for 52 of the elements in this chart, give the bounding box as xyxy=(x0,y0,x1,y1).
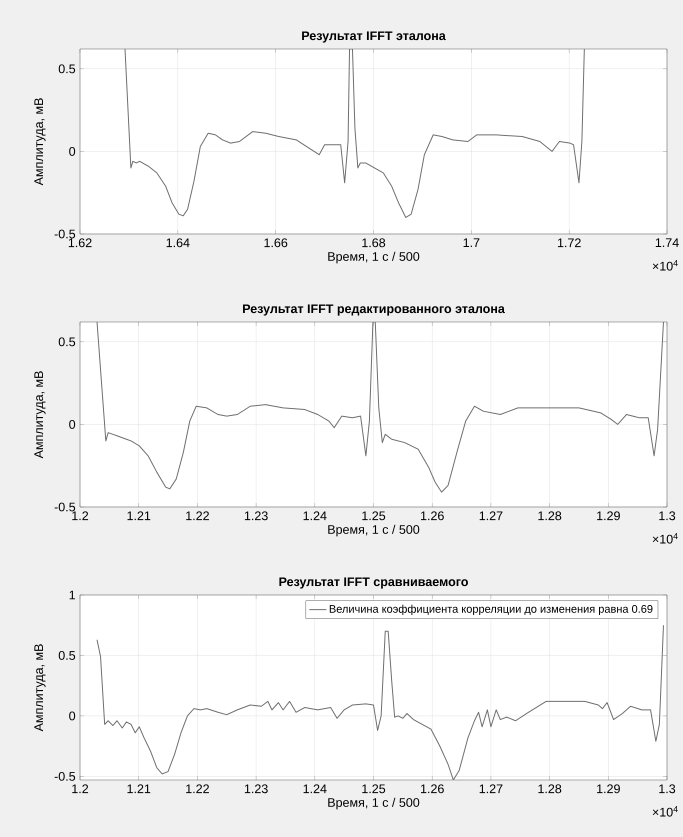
x-tick-label: 1.28 xyxy=(538,511,562,520)
x-tick-label: 1.2 xyxy=(72,784,88,794)
y-tick-label: -0.5 xyxy=(54,230,75,238)
x-tick-label: 1.25 xyxy=(362,511,385,520)
x-tick-label: 1.68 xyxy=(362,238,385,248)
x-tick-label: 1.21 xyxy=(127,511,150,520)
y-tick-label: 0 xyxy=(69,146,75,156)
x-tick-label: 1.74 xyxy=(656,238,679,247)
x-tick-label: 1.2 xyxy=(72,511,88,520)
x-tick-label: 1.28 xyxy=(538,784,562,794)
legend-label: Величина коэффициента корреляции до изменения равна 0.69 xyxy=(330,604,652,615)
y-tick-label: 0 xyxy=(69,420,75,429)
x-tick-label: 1.29 xyxy=(596,511,620,520)
x-axis-title: Время, 1 с / 500 xyxy=(328,798,420,810)
x-tick-label: 1.24 xyxy=(303,784,326,794)
y-axis-title: Амплитуда, мВ xyxy=(34,371,46,458)
x-tick-label: 1.72 xyxy=(558,238,581,248)
chart-title: Результат IFFT эталона xyxy=(302,31,446,43)
x-tick-label: 1.29 xyxy=(596,784,620,794)
x-tick-label: 1.23 xyxy=(244,511,268,520)
y-tick-label: 0.5 xyxy=(58,64,75,74)
x-tick-label: 1.27 xyxy=(480,511,502,520)
y-tick-label: 1 xyxy=(69,590,75,600)
x-tick-label: 1.25 xyxy=(362,784,385,794)
x-tick-label: 1.66 xyxy=(264,238,288,248)
x-tick-label: 1.26 xyxy=(420,511,444,520)
y-tick-label: 0 xyxy=(69,711,75,720)
x-tick-label: 1.64 xyxy=(166,238,190,248)
x-tick-label: 1.22 xyxy=(186,784,209,794)
x-tick-label: 1.3 xyxy=(659,511,675,520)
x-tick-label: 1.21 xyxy=(127,784,150,794)
y-axis-title: Амплитуда, мВ xyxy=(34,644,46,732)
x-tick-label: 1.24 xyxy=(303,511,326,520)
y-axis-title: Амплитуда, мВ xyxy=(34,98,46,186)
chart-title: Результат IFFT сравниваемого xyxy=(279,577,468,589)
chart-title: Результат IFFT редактированного эталона xyxy=(242,304,505,316)
y-tick-label: 0.5 xyxy=(58,651,75,660)
y-tick-label: -0.5 xyxy=(54,502,75,512)
y-tick-label: -0.5 xyxy=(54,772,75,781)
x-tick-label: 1.62 xyxy=(68,238,92,248)
y-tick-label: 0.5 xyxy=(58,337,75,346)
x-tick-label: 1.27 xyxy=(480,784,502,794)
text: ×10$^{4}$ xyxy=(652,533,678,544)
text: ×10$^{4}$ xyxy=(652,806,678,817)
x-axis-title: Время, 1 с / 500 xyxy=(328,252,420,264)
x-tick-label: 1.22 xyxy=(186,511,209,520)
x-tick-label: 1.23 xyxy=(244,784,268,794)
x-tick-label: 1.7 xyxy=(463,238,480,247)
x-axis-title: Время, 1 с / 500 xyxy=(328,524,420,536)
text: ×10$^{4}$ xyxy=(652,260,678,271)
x-tick-label: 1.3 xyxy=(659,784,675,794)
x-tick-label: 1.26 xyxy=(420,784,444,794)
